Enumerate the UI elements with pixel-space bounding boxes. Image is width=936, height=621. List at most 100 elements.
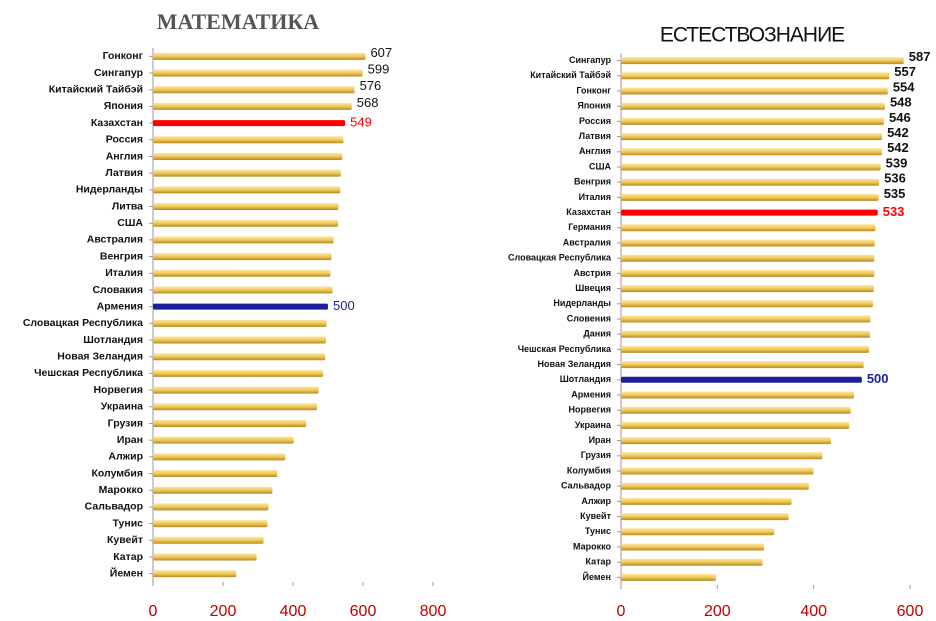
bar: [621, 87, 888, 95]
bar: [153, 253, 332, 261]
bar: [621, 345, 870, 353]
y-tick-label: Норвегия: [93, 384, 143, 396]
y-tick-label: Италия: [105, 267, 143, 279]
bar: [153, 303, 328, 310]
y-tick-label: Литва: [112, 200, 143, 212]
value-label: 542: [887, 125, 909, 140]
y-tick-label: Казахстан: [91, 117, 143, 129]
y-tick-label: Австрия: [573, 268, 611, 278]
bar: [153, 403, 318, 411]
bar: [153, 436, 294, 444]
bar: [153, 536, 264, 544]
y-tick-label: США: [117, 217, 143, 229]
y-tick-label: Сингапур: [569, 55, 612, 65]
y-tick-label: Швеция: [575, 283, 611, 293]
x-tick-label: 600: [897, 603, 924, 620]
bar: [621, 330, 871, 338]
y-tick-label: Китайский Тайбэй: [530, 70, 611, 80]
bar: [621, 573, 716, 581]
x-tick-label: 200: [704, 603, 731, 620]
y-tick-label: Япония: [104, 100, 143, 112]
y-tick-label: Кувейт: [107, 534, 143, 546]
x-tick-label: 0: [149, 603, 158, 620]
value-label: 533: [883, 204, 905, 219]
y-tick-label: Новая Зеландия: [57, 351, 143, 363]
y-tick-label: Колумбия: [92, 467, 144, 479]
value-label: 549: [350, 115, 372, 130]
bar: [153, 86, 355, 94]
y-tick-label: Словения: [567, 313, 611, 323]
bar: [621, 254, 875, 262]
bar: [621, 209, 878, 216]
y-tick-label: Украина: [575, 420, 612, 430]
bar: [153, 102, 352, 110]
bar: [621, 391, 855, 399]
y-tick-label: Гонконг: [103, 50, 144, 62]
bar: [153, 69, 363, 77]
y-tick-label: Шотландия: [560, 374, 611, 384]
bar: [153, 136, 344, 144]
y-tick-label: Нидерланды: [553, 298, 611, 308]
bar: [621, 148, 883, 156]
y-tick-label: Казахстан: [566, 207, 611, 217]
x-tick-label: 400: [800, 603, 827, 620]
bar: [153, 336, 326, 344]
y-tick-label: Словацкая Республика: [23, 317, 143, 329]
bar: [621, 163, 881, 171]
y-tick-label: Армения: [571, 389, 611, 399]
value-label: 542: [887, 140, 909, 155]
y-tick-label: Япония: [577, 101, 611, 111]
y-tick-label: Италия: [579, 192, 611, 202]
bar: [621, 117, 884, 125]
y-tick-label: Иран: [589, 435, 611, 445]
y-tick-label: Алжир: [581, 496, 611, 506]
x-tick-label: 0: [617, 603, 626, 620]
value-label: 576: [360, 78, 382, 93]
bar: [621, 269, 875, 277]
bar: [621, 406, 851, 414]
bar: [621, 558, 763, 566]
value-label: 587: [909, 49, 931, 64]
bar: [621, 497, 792, 505]
bar: [153, 419, 307, 427]
y-tick-label: Венгрия: [574, 177, 611, 187]
x-tick-label: 600: [350, 603, 377, 620]
y-tick-label: Словацкая Республика: [508, 253, 612, 263]
bar: [621, 482, 809, 490]
y-tick-label: Латвия: [105, 167, 143, 179]
bar: [621, 315, 871, 323]
y-tick-label: Украина: [101, 401, 143, 413]
bar: [153, 152, 343, 160]
y-tick-label: Марокко: [573, 541, 611, 551]
bar: [621, 178, 880, 186]
value-label: 554: [893, 79, 915, 94]
value-label: 568: [357, 95, 379, 110]
bar: [153, 236, 334, 244]
bar: [621, 361, 864, 369]
bar: [153, 453, 286, 461]
y-tick-label: США: [589, 161, 612, 171]
bar: [621, 437, 832, 445]
y-tick-label: Дания: [583, 329, 611, 339]
bar: [621, 57, 904, 65]
y-tick-label: Грузия: [581, 450, 611, 460]
bar: [153, 470, 278, 478]
y-tick-label: Колумбия: [567, 465, 611, 475]
y-tick-label: Нидерланды: [76, 184, 143, 196]
bar: [621, 376, 862, 383]
y-tick-label: Грузия: [108, 417, 143, 429]
y-tick-label: Иран: [117, 434, 143, 446]
y-tick-label: Армения: [97, 300, 143, 312]
chart-title: ЕСТЕСТВОЗНАНИЕ: [660, 24, 845, 47]
y-tick-label: Англия: [579, 146, 611, 156]
bar: [153, 319, 327, 327]
y-tick-label: Тунис: [585, 526, 611, 536]
bar: [153, 219, 339, 227]
bar: [153, 520, 268, 528]
bar: [153, 286, 333, 294]
y-tick-label: Венгрия: [100, 250, 143, 262]
bar: [621, 224, 876, 232]
value-label: 500: [333, 298, 355, 313]
bar: [621, 528, 775, 536]
